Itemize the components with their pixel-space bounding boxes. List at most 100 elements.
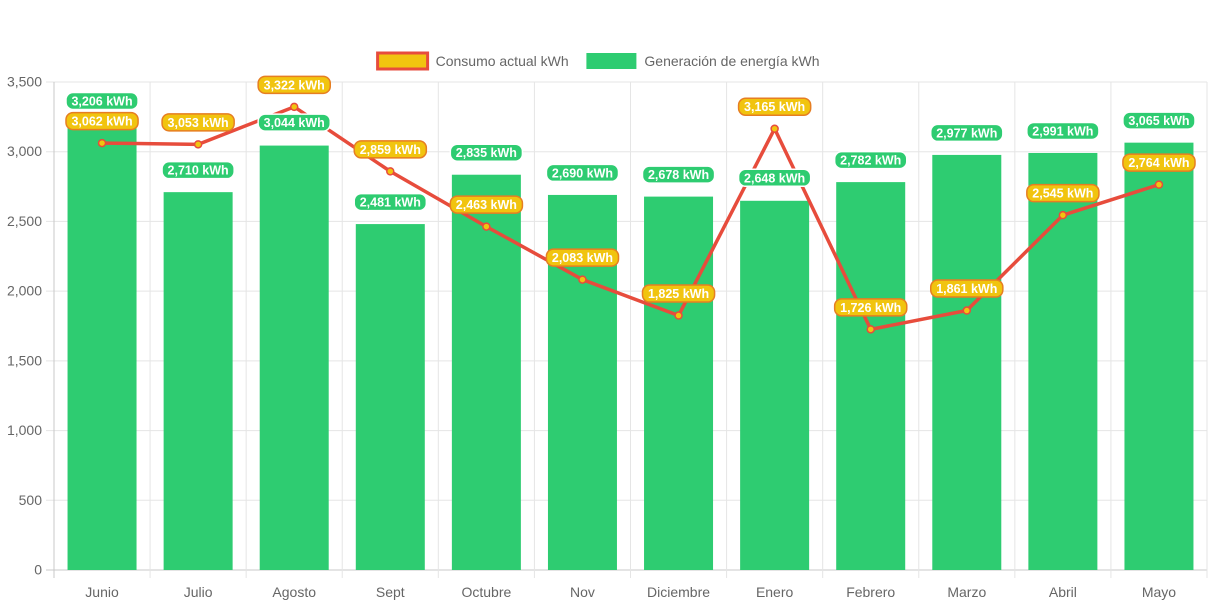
bar-data-label: 2,648 kWh (744, 171, 805, 185)
x-tick-label: Agosto (272, 584, 316, 600)
y-tick-label: 500 (19, 492, 43, 508)
consumption-point[interactable] (97, 138, 107, 148)
line-data-label-bg (1122, 153, 1196, 172)
line-data-label: 2,463 kWh (456, 198, 517, 212)
generation-bar[interactable] (451, 174, 521, 570)
x-tick-label: Marzo (947, 584, 986, 600)
x-tick-label: Julio (184, 584, 213, 600)
y-tick-label: 1,000 (7, 422, 42, 438)
generation-bar[interactable] (259, 145, 329, 571)
consumption-point[interactable] (193, 140, 203, 149)
generation-bar[interactable] (1124, 142, 1194, 570)
bar-data-label: 2,977 kWh (936, 126, 997, 140)
bar-data-label: 3,065 kWh (1128, 114, 1189, 128)
x-tick-label: Enero (756, 584, 794, 600)
generation-bar[interactable] (355, 224, 425, 571)
generation-bar[interactable] (836, 182, 906, 570)
x-tick-label: Diciembre (647, 584, 710, 600)
generation-bar[interactable] (740, 200, 810, 570)
line-data-label-bg (1026, 183, 1100, 203)
bar-data-label: 2,710 kWh (168, 164, 229, 178)
line-data-label-bg (737, 97, 812, 116)
legend[interactable]: Consumo actual kWh Generación de energía … (376, 51, 820, 71)
bar-data-label-bg (161, 160, 235, 180)
x-tick-label: Sept (376, 584, 405, 600)
consumption-point[interactable] (962, 306, 972, 315)
line-data-label: 1,825 kWh (648, 287, 709, 301)
line-data-label: 3,053 kWh (168, 116, 229, 130)
bar-data-label: 2,782 kWh (840, 154, 901, 168)
bar-data-label-bg (545, 163, 620, 183)
legend-label-consumption[interactable]: Consumo actual kWh (436, 53, 569, 69)
line-data-label: 3,165 kWh (744, 100, 805, 114)
bar-layer (67, 122, 1194, 571)
bar-data-label: 2,835 kWh (456, 146, 517, 160)
bar-data-label: 2,690 kWh (552, 166, 613, 180)
x-tick-label: Abril (1049, 584, 1077, 600)
consumption-point[interactable] (1154, 180, 1164, 189)
line-data-label-bg (65, 111, 139, 131)
line-data-label-bg (833, 298, 908, 317)
consumption-point[interactable] (770, 124, 779, 133)
bar-data-label: 2,678 kWh (648, 168, 709, 182)
consumption-point[interactable] (674, 311, 683, 320)
x-tick-label: Octubre (461, 584, 511, 600)
x-tick-label: Junio (85, 584, 119, 600)
bar-data-label: 2,481 kWh (360, 196, 421, 210)
generation-bar[interactable] (932, 154, 1002, 570)
generation-bar[interactable] (163, 192, 233, 571)
y-tick-label: 3,500 (7, 74, 42, 90)
consumption-point[interactable] (482, 222, 491, 231)
line-data-label: 1,861 kWh (936, 282, 997, 296)
line-data-label: 2,764 kWh (1128, 156, 1189, 170)
y-tick-label: 0 (34, 562, 42, 578)
line-data-label-bg (161, 113, 235, 132)
line-data-label: 1,726 kWh (840, 301, 901, 315)
line-data-label-bg (545, 248, 620, 267)
bar-data-label-bg (1122, 111, 1196, 130)
grid-layer (46, 81, 1208, 578)
line-data-label: 2,545 kWh (1032, 187, 1093, 201)
generation-bar[interactable] (67, 122, 137, 570)
generation-bar[interactable] (644, 196, 714, 570)
bar-data-label: 2,991 kWh (1032, 124, 1093, 138)
consumption-point[interactable] (289, 102, 299, 112)
x-tick-label: Nov (570, 584, 595, 600)
line-data-label-bg (257, 75, 332, 95)
consumption-point[interactable] (866, 325, 875, 334)
legend-swatch-generation[interactable] (586, 53, 637, 69)
y-tick-label: 2,500 (7, 213, 42, 229)
bar-data-label-bg (641, 165, 716, 184)
bar-data-label-bg (833, 150, 908, 170)
axis-layer: 0 500 1,000 1,500 2,000 2,500 3,000 3,500 Junio J… (7, 74, 1176, 601)
legend-swatch-consumption[interactable] (376, 51, 430, 71)
consumption-point[interactable] (1058, 210, 1068, 220)
line-data-label-bg (929, 279, 1004, 298)
line-data-label-bg (641, 284, 716, 303)
x-tick-label: Febrero (846, 584, 895, 600)
data-label-layer: 3,206 kWh 2,710 kWh 3,044 kWh 2,481 kWh 2,83… (65, 75, 1196, 317)
legend-label-generation[interactable]: Generación de energía kWh (644, 53, 819, 69)
y-tick-label: 1,500 (7, 352, 42, 368)
line-data-label: 3,062 kWh (71, 115, 132, 129)
line-data-label: 2,859 kWh (360, 143, 421, 157)
x-tick-label: Mayo (1142, 584, 1176, 600)
bar-data-label: 3,206 kWh (71, 94, 132, 108)
line-data-label-bg (449, 195, 524, 214)
consumption-point[interactable] (386, 167, 395, 176)
bar-data-label-bg (449, 143, 524, 162)
bar-data-label-bg (1026, 121, 1100, 141)
y-tick-label: 2,000 (7, 283, 42, 299)
bar-data-label-bg (257, 113, 332, 132)
y-tick-label: 3,000 (7, 143, 42, 159)
bar-data-label-bg (929, 123, 1004, 143)
generation-bar[interactable] (1028, 152, 1098, 570)
bar-data-label-bg (65, 91, 139, 111)
consumption-point[interactable] (578, 275, 587, 284)
line-data-label: 2,083 kWh (552, 251, 613, 265)
bar-data-label: 3,044 kWh (264, 116, 325, 130)
bar-data-label-bg (737, 168, 812, 188)
line-data-label-bg (353, 140, 428, 159)
